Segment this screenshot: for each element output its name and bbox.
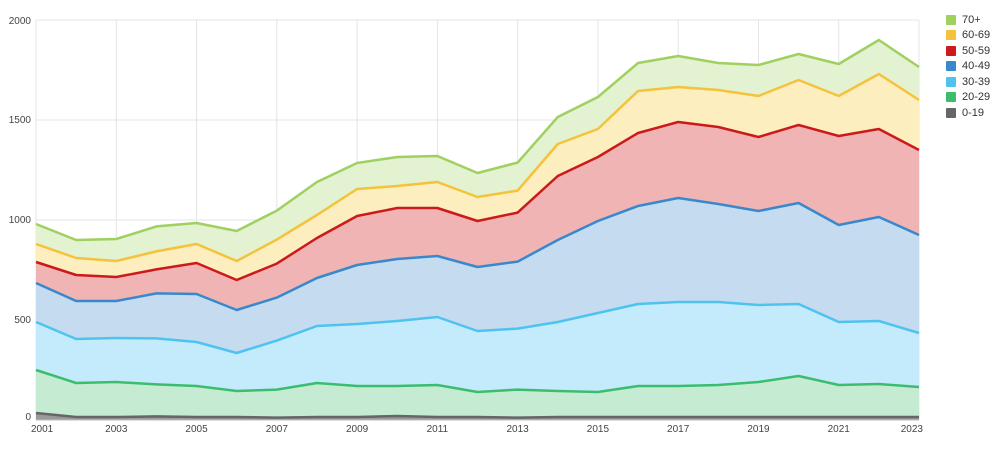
x-tick-label: 2023 [901, 424, 924, 435]
x-tick-label: 2019 [747, 424, 770, 435]
legend-item[interactable]: 50-59 [946, 43, 990, 59]
legend-label: 0-19 [962, 106, 985, 119]
legend-label: 30-39 [962, 75, 991, 88]
y-tick-label: 1000 [9, 215, 32, 226]
x-tick-label: 2017 [667, 424, 690, 435]
legend-item[interactable]: 70+ [946, 12, 990, 28]
legend-item[interactable]: 20-29 [946, 90, 990, 106]
x-tick-label: 2003 [105, 424, 128, 435]
legend-label: 70+ [962, 13, 981, 26]
legend-swatch [946, 76, 956, 87]
y-tick-label: 2000 [9, 16, 32, 27]
x-tick-label: 2007 [266, 424, 289, 435]
y-tick-label: 0 [25, 412, 31, 423]
area-30-39 [36, 302, 919, 392]
legend-swatch [946, 45, 956, 56]
x-tick-label: 2013 [507, 424, 530, 435]
line-20-29 [35, 368, 920, 394]
area-40-49 [36, 198, 919, 353]
line-60-69 [35, 72, 920, 263]
legend-swatch [946, 107, 956, 118]
area-20-29 [36, 370, 919, 418]
x-tick-label: 2011 [427, 424, 449, 435]
y-tick-label: 500 [14, 315, 31, 326]
x-tick-label: 2015 [587, 424, 610, 435]
legend-item[interactable]: 40-49 [946, 59, 990, 75]
line-30-39 [35, 300, 920, 355]
x-tick-label: 2021 [828, 424, 851, 435]
line-70plus [35, 38, 920, 242]
area-50-59 [36, 122, 919, 310]
legend-label: 20-29 [962, 91, 991, 104]
line-0-19 [35, 411, 919, 419]
line-50-59 [35, 120, 920, 282]
legend-label: 60-69 [962, 29, 991, 42]
legend-item[interactable]: 60-69 [946, 28, 990, 44]
legend-item[interactable]: 30-39 [946, 74, 990, 90]
chart-legend: 70+ 60-69 50-59 40-49 30-39 20-29 0-19 [946, 12, 990, 121]
x-tick-label: 2001 [31, 424, 54, 435]
legend-swatch [946, 30, 956, 41]
x-tick-label: 2009 [346, 424, 369, 435]
legend-swatch [946, 61, 956, 72]
legend-label: 50-59 [962, 44, 991, 57]
line-40-49 [35, 196, 920, 312]
x-tick-label: 2005 [185, 424, 208, 435]
legend-swatch [946, 92, 956, 103]
y-tick-label: 1500 [9, 115, 32, 126]
legend-swatch [946, 14, 956, 25]
area-layer [36, 40, 919, 420]
legend-item[interactable]: 0-19 [946, 105, 990, 121]
axis-layer: 0 500 1000 1500 2000 2001 2003 2005 2007 2009 2011… [9, 16, 924, 435]
line-layer [35, 38, 920, 419]
legend-label: 40-49 [962, 60, 991, 73]
